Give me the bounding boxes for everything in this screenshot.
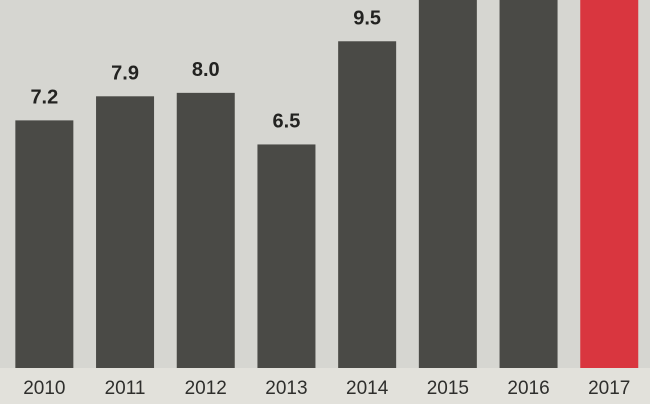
x-tick-label: 2016 <box>507 378 549 399</box>
bar <box>15 120 74 368</box>
bar <box>418 0 477 368</box>
x-tick-label: 2017 <box>588 378 630 399</box>
x-tick-label: 2014 <box>346 378 389 399</box>
x-tick-label: 2011 <box>105 378 146 399</box>
value-label: 7.9 <box>111 63 139 85</box>
bar <box>580 0 639 368</box>
bar <box>499 0 558 368</box>
x-tick-label: 2015 <box>427 378 469 399</box>
x-tick-label: 2010 <box>23 378 65 399</box>
value-label: 8.0 <box>192 59 220 81</box>
value-label: 9.5 <box>353 8 381 30</box>
bar <box>96 96 155 368</box>
bar <box>257 144 316 368</box>
x-tick-label: 2013 <box>265 378 307 399</box>
value-label: 7.2 <box>30 87 58 109</box>
bar <box>338 41 397 368</box>
bar <box>176 92 235 369</box>
label-strip <box>0 368 650 404</box>
x-tick-label: 2012 <box>185 378 227 399</box>
value-label: 6.5 <box>273 111 301 133</box>
